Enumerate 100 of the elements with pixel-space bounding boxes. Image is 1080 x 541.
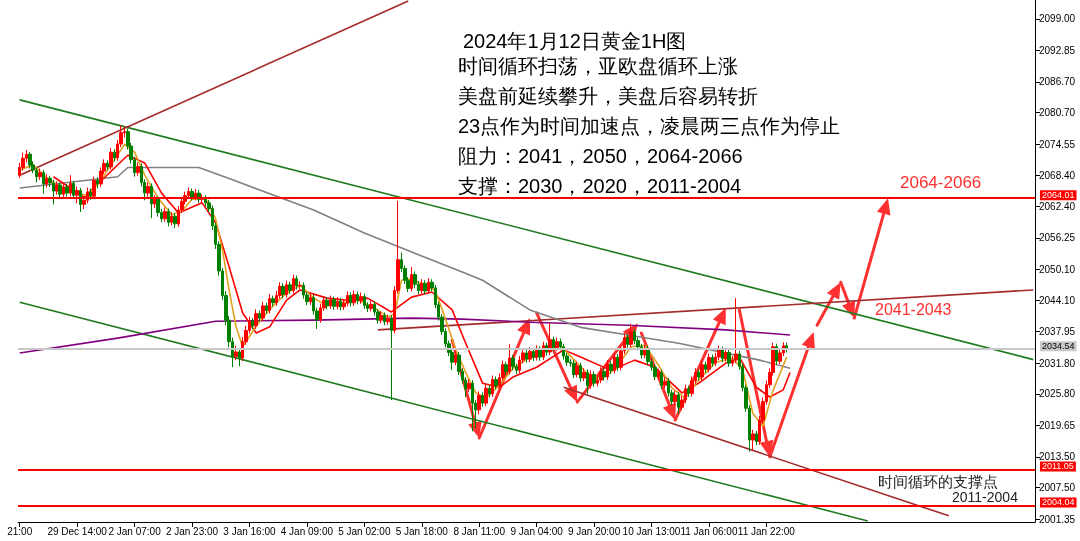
x-tick-label: 5 Jan 18:00 [395, 525, 449, 537]
candlestick [673, 390, 677, 406]
candlestick [657, 368, 660, 381]
candlestick [65, 183, 69, 198]
ref-line-label: 2011.05 [1042, 461, 1074, 472]
annotation: 2041-2043 [875, 300, 952, 318]
candlestick [336, 296, 339, 310]
candlestick [599, 366, 603, 384]
candlestick [288, 281, 292, 295]
candlestick [136, 161, 140, 177]
candlestick [298, 280, 302, 290]
candlestick [704, 361, 707, 374]
candlestick [339, 297, 342, 311]
annotation: 时间循环扫荡，亚欧盘循环上涨 [458, 55, 738, 77]
candlestick [352, 289, 356, 307]
x-tick-label: 11 Jan 22:00 [737, 525, 796, 537]
x-tick-label: 21:00 [7, 525, 33, 537]
x-tick-label: 10 Jan 13:00 [622, 525, 681, 537]
annotation: 2064-2066 [900, 173, 982, 193]
x-tick-label: 2 Jan 23:00 [165, 525, 219, 537]
candlestick [173, 212, 177, 229]
ref-line-label: 2004.04 [1042, 497, 1075, 508]
y-tick-label: 2068.40 [1039, 170, 1076, 182]
candlestick [609, 360, 613, 375]
candlestick [633, 328, 636, 345]
line-series [18, 317, 791, 354]
candlestick [55, 180, 59, 196]
candlestick [575, 361, 579, 379]
candlestick [234, 345, 238, 361]
y-tick-label: 2013.50 [1039, 451, 1076, 463]
candlestick [660, 369, 663, 390]
candlestick [477, 390, 481, 415]
candlestick [528, 346, 532, 363]
candlestick [535, 344, 538, 362]
candlestick [525, 349, 528, 364]
candlestick [755, 430, 758, 446]
candlestick [254, 308, 258, 330]
candlestick [481, 391, 484, 408]
candlestick [555, 337, 559, 352]
ref-line-label: 2064.01 [1042, 190, 1075, 201]
candlestick [734, 297, 738, 364]
candlestick [508, 343, 511, 375]
y-tick-label: 2074.55 [1039, 138, 1076, 150]
candlestick [613, 352, 616, 374]
candlestick [423, 279, 427, 296]
candlestick [292, 274, 295, 295]
candlestick [707, 352, 711, 373]
annotation: 2011-2004 [952, 489, 1019, 505]
candlestick [727, 348, 731, 368]
candlestick [494, 376, 498, 390]
y-tick-label: 2037.95 [1039, 326, 1076, 338]
candlestick [295, 275, 298, 290]
candlestick [602, 367, 606, 382]
candlestick [511, 354, 515, 371]
x-tick-label: 9 Jan 20:00 [567, 525, 621, 537]
candlestick [89, 188, 92, 201]
x-tick-label: 4 Jan 09:00 [280, 525, 334, 537]
annotation: 支撑：2030，2020，2011-2004 [458, 175, 742, 197]
candlestick [268, 293, 271, 315]
candlestick [687, 385, 690, 398]
candlestick [582, 367, 586, 382]
candlestick [616, 353, 619, 372]
y-tick-label: 2062.40 [1039, 200, 1076, 212]
candlestick [629, 323, 633, 348]
y-tick-label: 2001.35 [1039, 513, 1076, 525]
candlestick [369, 299, 373, 312]
y-tick-label: 2092.85 [1039, 44, 1076, 56]
y-tick-label: 2044.10 [1039, 294, 1076, 306]
candlestick [359, 292, 363, 305]
candlestick [58, 182, 62, 199]
candlestick [281, 282, 285, 299]
candlestick [363, 293, 366, 310]
y-tick-label: 2019.65 [1039, 419, 1076, 431]
line-series [18, 166, 791, 370]
candlestick [586, 368, 589, 395]
x-tick-label: 2 Jan 07:00 [108, 525, 162, 537]
candlestick [427, 277, 430, 295]
candlestick [271, 295, 275, 307]
candlestick [379, 310, 383, 324]
x-tick-label: 8 Jan 11:00 [453, 525, 506, 537]
candlestick [52, 179, 55, 205]
candlestick [504, 361, 508, 376]
candlestick [677, 391, 680, 414]
candlestick [383, 311, 386, 326]
candlestick [167, 207, 170, 227]
candlestick [72, 180, 75, 200]
candlestick [454, 350, 457, 366]
candlestick [332, 296, 336, 311]
candlestick [325, 296, 329, 310]
candlestick [579, 362, 582, 383]
candlestick [106, 159, 109, 172]
x-tick-label: 9 Jan 04:00 [510, 525, 564, 537]
candlestick [410, 266, 413, 292]
candlestick [471, 379, 474, 432]
candlestick [96, 176, 99, 190]
candlestick [488, 384, 491, 399]
annotation: 阻力：2041，2050，2064-2066 [458, 145, 743, 167]
candlestick [606, 359, 609, 381]
x-tick-label: 29 Dec 14:00 [47, 525, 108, 537]
x-tick-label: 3 Jan 16:00 [223, 525, 277, 537]
